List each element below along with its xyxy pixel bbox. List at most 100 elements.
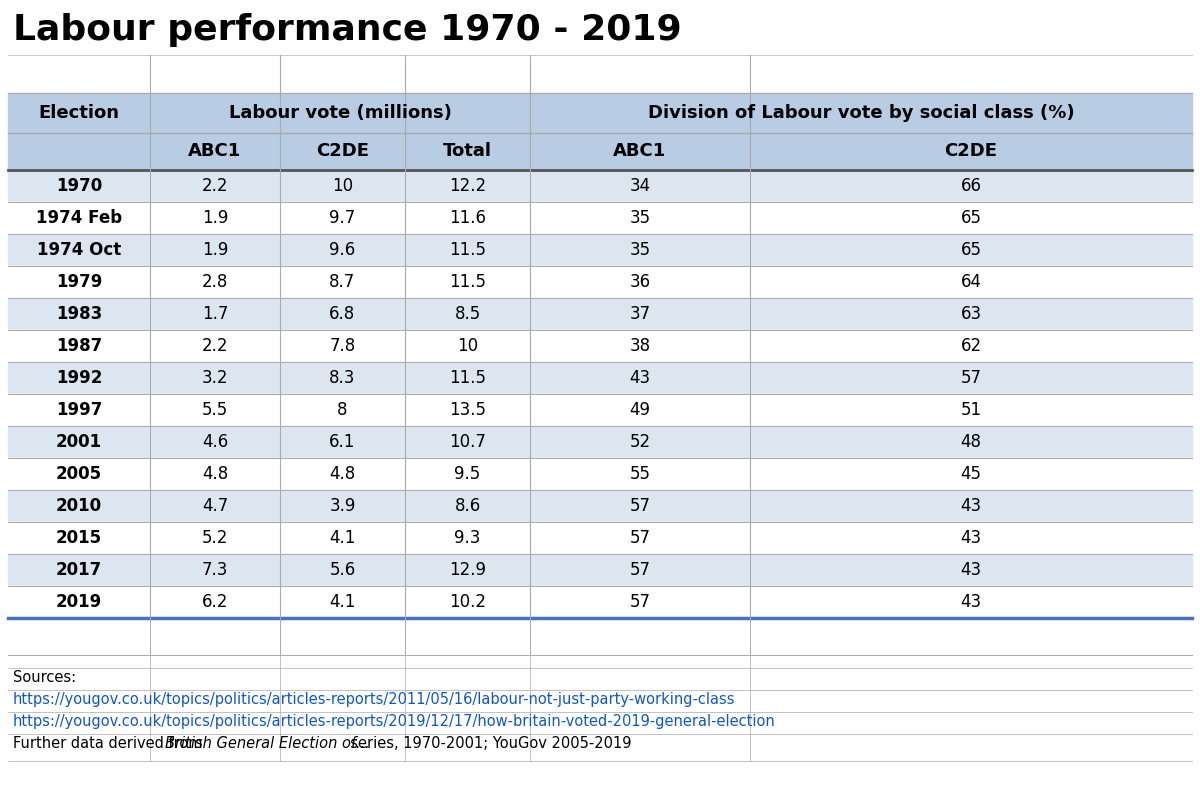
Text: 57: 57: [630, 529, 650, 547]
Text: 4.1: 4.1: [329, 593, 355, 611]
Text: 34: 34: [630, 177, 650, 195]
Text: 1970: 1970: [56, 177, 102, 195]
Text: C2DE: C2DE: [944, 142, 997, 161]
Text: 8.5: 8.5: [455, 305, 481, 323]
Text: 7.8: 7.8: [329, 337, 355, 355]
Text: series, 1970-2001; YouGov 2005-2019: series, 1970-2001; YouGov 2005-2019: [341, 736, 631, 751]
Text: 63: 63: [960, 305, 982, 323]
Text: 6.1: 6.1: [329, 433, 355, 451]
Text: 11.5: 11.5: [449, 369, 486, 387]
Text: 37: 37: [630, 305, 650, 323]
Text: 3.2: 3.2: [202, 369, 228, 387]
Bar: [8, 298, 1192, 330]
Text: 43: 43: [960, 561, 982, 579]
Text: 3.9: 3.9: [329, 497, 355, 515]
Text: ABC1: ABC1: [188, 142, 241, 161]
Text: 12.9: 12.9: [449, 561, 486, 579]
Text: 51: 51: [960, 401, 982, 419]
Text: 8.7: 8.7: [329, 273, 355, 291]
Text: 9.3: 9.3: [455, 529, 481, 547]
Text: 10.7: 10.7: [449, 433, 486, 451]
Text: 45: 45: [960, 465, 982, 483]
Text: 4.7: 4.7: [202, 497, 228, 515]
Text: C2DE: C2DE: [316, 142, 370, 161]
Text: 2005: 2005: [56, 465, 102, 483]
Bar: [8, 133, 1192, 170]
Text: 9.6: 9.6: [329, 241, 355, 259]
Text: 10: 10: [457, 337, 478, 355]
Text: 1.7: 1.7: [202, 305, 228, 323]
Text: Labour performance 1970 - 2019: Labour performance 1970 - 2019: [13, 13, 682, 47]
Text: 65: 65: [960, 241, 982, 259]
Bar: [8, 234, 1192, 266]
Text: Election: Election: [38, 104, 120, 122]
Text: 57: 57: [630, 593, 650, 611]
Text: 4.6: 4.6: [202, 433, 228, 451]
Text: ABC1: ABC1: [613, 142, 667, 161]
Text: 1974 Oct: 1974 Oct: [37, 241, 121, 259]
Text: 43: 43: [630, 369, 650, 387]
Text: 49: 49: [630, 401, 650, 419]
Bar: [8, 426, 1192, 458]
Text: 57: 57: [630, 497, 650, 515]
Text: 11.5: 11.5: [449, 273, 486, 291]
Text: 8: 8: [337, 401, 348, 419]
Bar: [8, 522, 1192, 554]
Text: 5.2: 5.2: [202, 529, 228, 547]
Text: 2010: 2010: [56, 497, 102, 515]
Text: Total: Total: [443, 142, 492, 161]
Text: 4.8: 4.8: [202, 465, 228, 483]
Text: 9.5: 9.5: [455, 465, 481, 483]
Text: 43: 43: [960, 593, 982, 611]
Text: 8.6: 8.6: [455, 497, 481, 515]
Text: 11.6: 11.6: [449, 209, 486, 227]
Text: Division of Labour vote by social class (%): Division of Labour vote by social class …: [648, 104, 1074, 122]
Bar: [8, 93, 1192, 133]
Text: 1.9: 1.9: [202, 209, 228, 227]
Text: 62: 62: [960, 337, 982, 355]
Text: 10.2: 10.2: [449, 593, 486, 611]
Text: 12.2: 12.2: [449, 177, 486, 195]
Text: 1997: 1997: [56, 401, 102, 419]
Text: 35: 35: [630, 241, 650, 259]
Text: Sources:: Sources:: [13, 670, 76, 685]
Text: https://yougov.co.uk/topics/politics/articles-reports/2019/12/17/how-britain-vot: https://yougov.co.uk/topics/politics/art…: [13, 714, 775, 729]
Text: 5.5: 5.5: [202, 401, 228, 419]
Text: Further data derived from: Further data derived from: [13, 736, 208, 751]
Text: 6.8: 6.8: [329, 305, 355, 323]
Text: British General Election of...: British General Election of...: [166, 736, 370, 751]
Bar: [8, 458, 1192, 490]
Bar: [8, 362, 1192, 394]
Bar: [8, 490, 1192, 522]
Text: 1983: 1983: [56, 305, 102, 323]
Text: 2.8: 2.8: [202, 273, 228, 291]
Text: 36: 36: [630, 273, 650, 291]
Text: 4.8: 4.8: [329, 465, 355, 483]
Text: 5.6: 5.6: [329, 561, 355, 579]
Text: Labour vote (millions): Labour vote (millions): [228, 104, 451, 122]
Text: 11.5: 11.5: [449, 241, 486, 259]
Text: 1979: 1979: [56, 273, 102, 291]
Text: 1.9: 1.9: [202, 241, 228, 259]
Text: 2001: 2001: [56, 433, 102, 451]
Text: 10: 10: [332, 177, 353, 195]
Text: 1974 Feb: 1974 Feb: [36, 209, 122, 227]
Text: 52: 52: [630, 433, 650, 451]
Text: 65: 65: [960, 209, 982, 227]
Bar: [8, 330, 1192, 362]
Text: 1987: 1987: [56, 337, 102, 355]
Text: 35: 35: [630, 209, 650, 227]
Bar: [8, 55, 1192, 93]
Text: 2019: 2019: [56, 593, 102, 611]
Text: 2.2: 2.2: [202, 177, 228, 195]
Text: https://yougov.co.uk/topics/politics/articles-reports/2011/05/16/labour-not-just: https://yougov.co.uk/topics/politics/art…: [13, 692, 736, 707]
Text: 64: 64: [960, 273, 982, 291]
Bar: [8, 202, 1192, 234]
Text: 55: 55: [630, 465, 650, 483]
Text: 6.2: 6.2: [202, 593, 228, 611]
Text: 38: 38: [630, 337, 650, 355]
Bar: [8, 554, 1192, 586]
Text: 13.5: 13.5: [449, 401, 486, 419]
Text: 43: 43: [960, 497, 982, 515]
Text: 43: 43: [960, 529, 982, 547]
